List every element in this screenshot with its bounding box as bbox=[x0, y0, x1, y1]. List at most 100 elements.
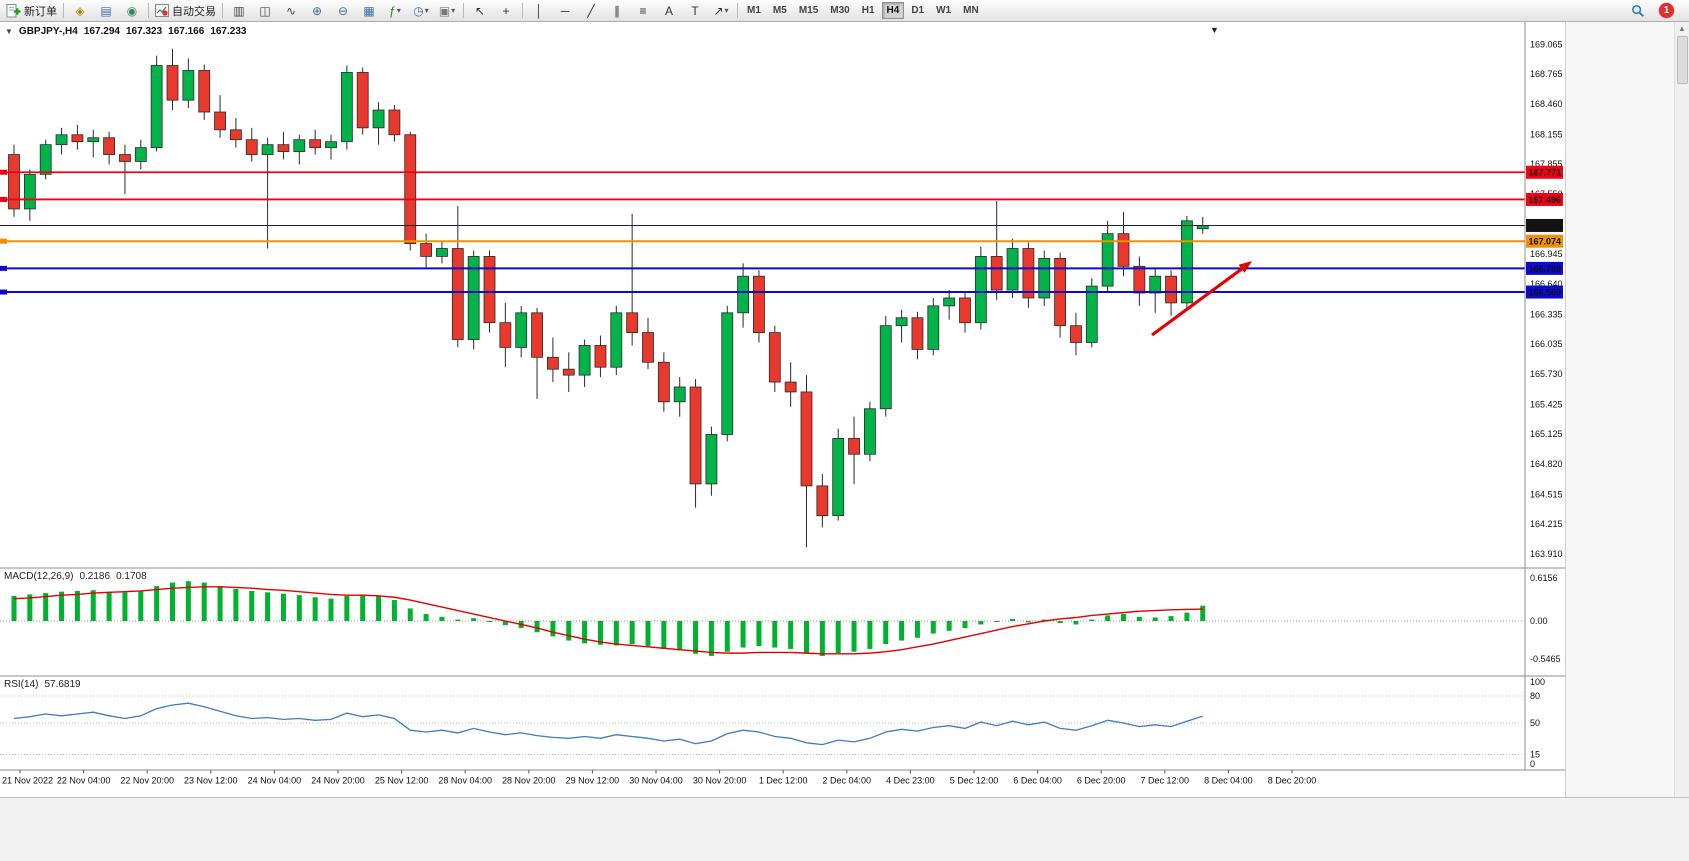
timeframe-m5-button[interactable]: M5 bbox=[772, 5, 787, 16]
notification-badge[interactable]: 1 bbox=[1659, 3, 1674, 18]
timeframe-w1-button[interactable]: W1 bbox=[936, 5, 952, 16]
zoom-out-button[interactable]: ⊖ bbox=[330, 0, 356, 21]
chart-symbol-period: GBPJPY-,H4 bbox=[18, 26, 78, 37]
timeframe-mn-button[interactable]: MN bbox=[963, 5, 979, 16]
macd-name: MACD(12,26,9) bbox=[4, 571, 74, 582]
strategy-tester-button[interactable]: ◉ bbox=[119, 0, 145, 21]
candlestick-chart-icon: ◫ bbox=[259, 3, 271, 18]
svg-text:21 Nov 2022: 21 Nov 2022 bbox=[2, 776, 53, 786]
navigator-button[interactable]: ◈ bbox=[67, 0, 93, 21]
svg-text:166.560: 166.560 bbox=[1529, 288, 1562, 298]
tile-windows-button[interactable]: ▦ bbox=[356, 0, 382, 21]
trendline-icon: ╱ bbox=[587, 3, 595, 18]
svg-text:0: 0 bbox=[1530, 759, 1535, 769]
vertical-scrollbar-thumb[interactable] bbox=[1677, 36, 1688, 84]
toolbar-separator bbox=[148, 3, 149, 18]
svg-text:15: 15 bbox=[1530, 750, 1540, 760]
svg-text:168.460: 168.460 bbox=[1530, 99, 1563, 109]
svg-text:165.425: 165.425 bbox=[1530, 399, 1563, 409]
zoom-in-button[interactable]: ⊕ bbox=[304, 0, 330, 21]
svg-text:80: 80 bbox=[1530, 691, 1540, 701]
svg-text:-0.5465: -0.5465 bbox=[1530, 654, 1561, 664]
svg-text:166.640: 166.640 bbox=[1530, 279, 1563, 289]
arrow-tools-button[interactable]: ↗ ▾ bbox=[708, 0, 734, 21]
scroll-up-icon[interactable]: ▲ bbox=[1678, 24, 1686, 33]
collapse-icon[interactable]: ▼ bbox=[5, 27, 13, 36]
chart-window[interactable]: 169.065168.765168.460168.155167.855167.5… bbox=[0, 22, 1565, 798]
svg-text:169.065: 169.065 bbox=[1530, 39, 1563, 49]
timeframe-buttons-group: M1 M5 M15 M30 H1 H4 D1 W1 MN bbox=[741, 2, 985, 19]
templates-button[interactable]: ▣ ▾ bbox=[434, 0, 460, 21]
dropdown-arrow-icon: ▾ bbox=[424, 6, 429, 15]
svg-text:164.515: 164.515 bbox=[1530, 489, 1563, 499]
chart-canvas[interactable]: 169.065168.765168.460168.155167.855167.5… bbox=[0, 22, 1565, 797]
cursor-tools-group: ↖ + bbox=[467, 0, 519, 21]
chart-shift-marker[interactable]: ▼ bbox=[1210, 25, 1219, 35]
svg-text:6 Dec 04:00: 6 Dec 04:00 bbox=[1013, 776, 1062, 786]
timeframe-h4-button[interactable]: H4 bbox=[881, 2, 905, 19]
trend-arrow[interactable] bbox=[1151, 261, 1252, 337]
macd-indicator-label: MACD(12,26,9) 0.2186 0.1708 bbox=[4, 571, 147, 582]
new-order-label: 新订单 bbox=[24, 5, 57, 18]
svg-text:167.496: 167.496 bbox=[1529, 195, 1562, 205]
timeframe-h1-button[interactable]: H1 bbox=[861, 5, 875, 16]
terminal-button[interactable]: ▤ bbox=[93, 0, 119, 21]
crosshair-button[interactable]: + bbox=[493, 0, 519, 21]
svg-text:6 Dec 20:00: 6 Dec 20:00 bbox=[1077, 776, 1126, 786]
timeframe-d1-button[interactable]: D1 bbox=[911, 5, 925, 16]
svg-text:167.074: 167.074 bbox=[1529, 237, 1562, 247]
toolbar-separator bbox=[737, 3, 738, 18]
svg-text:8 Dec 20:00: 8 Dec 20:00 bbox=[1268, 776, 1317, 786]
trendline-button[interactable]: ╱ bbox=[578, 0, 604, 21]
search-icon bbox=[1632, 4, 1644, 17]
equidistant-channel-button[interactable]: ∥ bbox=[604, 0, 630, 21]
drawing-tools-group: │ ─ ╱ ∥ ≡ A T ↗ ▾ bbox=[526, 0, 734, 21]
chart-high-value: 167.323 bbox=[126, 26, 163, 37]
svg-text:0.00: 0.00 bbox=[1530, 616, 1548, 626]
horizontal-level-lines bbox=[0, 169, 1525, 295]
new-order-icon bbox=[6, 3, 21, 17]
text-button[interactable]: A bbox=[656, 0, 682, 21]
vertical-line-button[interactable]: │ bbox=[526, 0, 552, 21]
chart-open-value: 167.294 bbox=[83, 26, 120, 37]
timeframe-m1-button[interactable]: M1 bbox=[747, 5, 761, 16]
fibonacci-button[interactable]: ≡ bbox=[630, 0, 656, 21]
svg-text:28 Nov 20:00: 28 Nov 20:00 bbox=[502, 776, 556, 786]
svg-text:22 Nov 20:00: 22 Nov 20:00 bbox=[120, 776, 174, 786]
periods-button[interactable]: ◷ ▾ bbox=[408, 0, 434, 21]
templates-icon: ▣ bbox=[438, 3, 451, 18]
autotrade-button[interactable]: 自动交易 bbox=[152, 0, 219, 21]
svg-text:1 Dec 12:00: 1 Dec 12:00 bbox=[759, 776, 808, 786]
svg-text:5 Dec 12:00: 5 Dec 12:00 bbox=[950, 776, 999, 786]
svg-text:166.945: 166.945 bbox=[1530, 249, 1563, 259]
strategy-tester-icon: ◉ bbox=[126, 3, 138, 18]
svg-text:164.820: 164.820 bbox=[1530, 459, 1563, 469]
svg-text:28 Nov 04:00: 28 Nov 04:00 bbox=[438, 776, 492, 786]
chart-title: ▼ GBPJPY-,H4 167.294 167.323 167.166 167… bbox=[5, 26, 246, 37]
indicators-button[interactable]: ƒ ▾ bbox=[382, 0, 408, 21]
zoom-in-icon: ⊕ bbox=[311, 3, 323, 18]
line-chart-button[interactable]: ∿ bbox=[278, 0, 304, 21]
autotrade-icon bbox=[155, 4, 169, 17]
horizontal-line-button[interactable]: ─ bbox=[552, 0, 578, 21]
vertical-scrollbar[interactable]: ▲ bbox=[1674, 22, 1689, 797]
svg-text:167.233: 167.233 bbox=[1529, 221, 1562, 231]
svg-text:29 Nov 12:00: 29 Nov 12:00 bbox=[566, 776, 620, 786]
arrow-tools-icon: ↗ bbox=[713, 3, 724, 18]
bars-chart-button[interactable]: ▥ bbox=[226, 0, 252, 21]
cursor-button[interactable]: ↖ bbox=[467, 0, 493, 21]
vertical-line-icon: │ bbox=[535, 3, 543, 18]
svg-text:166.335: 166.335 bbox=[1530, 309, 1563, 319]
rsi-name: RSI(14) bbox=[4, 679, 39, 690]
candlestick-chart-button[interactable]: ◫ bbox=[252, 0, 278, 21]
timeframe-m15-button[interactable]: M15 bbox=[798, 5, 819, 16]
toolbar-right-group: 1 bbox=[1625, 0, 1686, 21]
search-button[interactable] bbox=[1625, 0, 1651, 21]
navigator-icon: ◈ bbox=[75, 3, 85, 18]
svg-text:168.765: 168.765 bbox=[1530, 69, 1563, 79]
text-label-button[interactable]: T bbox=[682, 0, 708, 21]
svg-text:167.855: 167.855 bbox=[1530, 159, 1563, 169]
new-order-button[interactable]: 新订单 bbox=[3, 0, 60, 21]
price-axis-labels: 169.065168.765168.460168.155167.855167.5… bbox=[1530, 39, 1563, 769]
timeframe-m30-button[interactable]: M30 bbox=[830, 5, 850, 16]
